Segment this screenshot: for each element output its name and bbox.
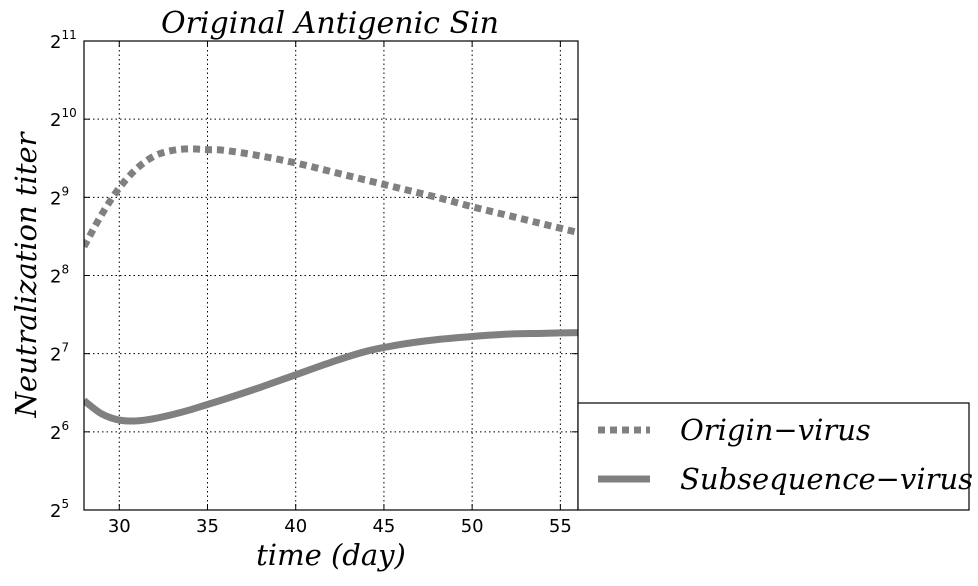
- y-tick-label: 27: [50, 341, 69, 366]
- x-tick-label: 45: [372, 516, 395, 537]
- y-tick-label: 29: [50, 184, 69, 209]
- x-axis-ticks: 30 35 40 45 50 55: [108, 41, 572, 537]
- legend-box: [577, 402, 970, 511]
- legend-label-subsequence-virus: Subsequence−virus: [680, 462, 973, 496]
- legend: Origin−virus Subsequence−virus: [577, 402, 973, 511]
- y-tick-label: 210: [50, 106, 77, 131]
- x-tick-label: 35: [196, 516, 219, 537]
- x-axis-label: time (day): [256, 538, 406, 572]
- y-tick-label: 25: [50, 497, 69, 522]
- x-tick-label: 50: [461, 516, 484, 537]
- series-line-subsequence-virus: [84, 329, 578, 425]
- plot-series: [84, 145, 578, 425]
- y-tick-label: 28: [50, 263, 69, 288]
- y-tick-label: 211: [50, 28, 77, 53]
- y-axis-ticks: 25 26 27 28 29 210 211: [50, 28, 578, 522]
- y-axis-label: Neutralization titer: [9, 130, 43, 418]
- x-tick-label: 30: [108, 516, 131, 537]
- legend-label-origin-virus: Origin−virus: [680, 413, 871, 447]
- y-tick-label: 26: [50, 419, 69, 444]
- x-tick-label: 55: [549, 516, 572, 537]
- chart-title: Original Antigenic Sin: [161, 6, 499, 41]
- x-tick-label: 40: [284, 516, 307, 537]
- grid-lines: [84, 40, 578, 511]
